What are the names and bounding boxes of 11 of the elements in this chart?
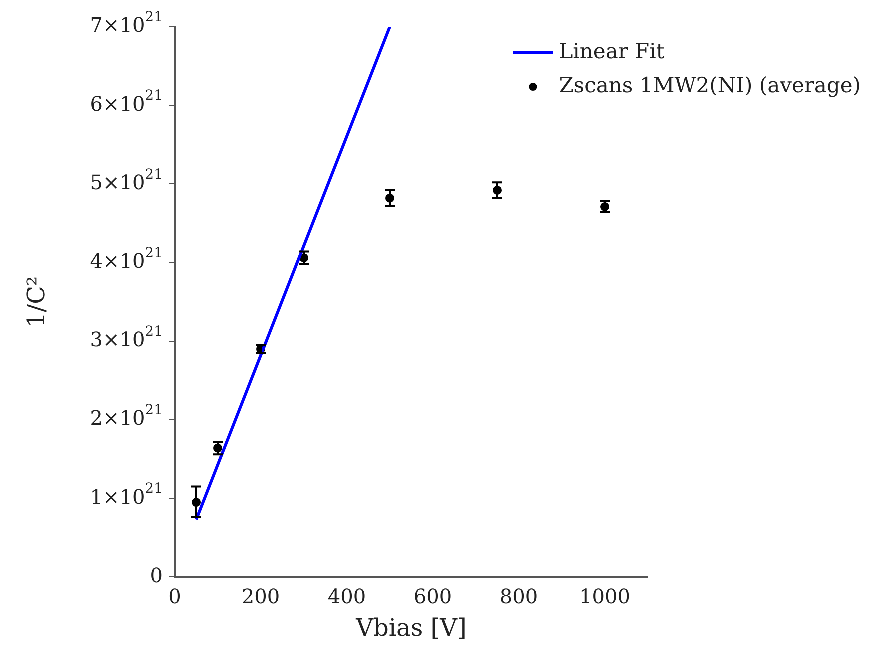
x-axis-title: Vbias [V] [355,614,467,642]
legend-label: Linear Fit [559,39,666,64]
y-tick-label: 0 [150,563,164,588]
x-tick-label: 0 [168,584,182,608]
y-axis-title: 1/C² [22,276,51,328]
legend-label: Zscans 1MW2(NI) (average) [559,73,862,98]
x-tick-label: 1000 [580,584,630,608]
x-tick-label: 800 [500,584,538,608]
x-tick-label: 200 [242,584,280,608]
x-tick-label: 600 [414,584,452,608]
x-tick-label: 400 [328,584,366,608]
